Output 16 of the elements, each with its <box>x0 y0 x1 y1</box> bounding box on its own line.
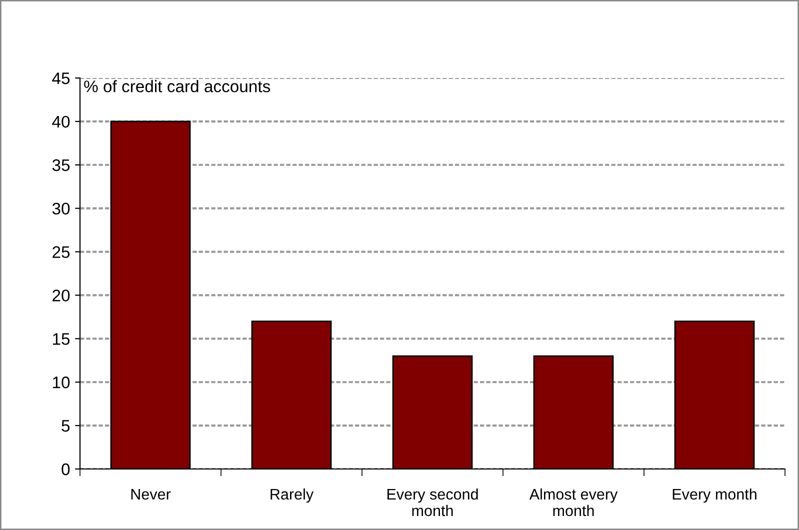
y-axis-title: % of credit card accounts <box>84 80 270 92</box>
x-tick-label: Rarely <box>270 488 314 503</box>
y-tick-label: 15 <box>53 333 70 345</box>
y-tick-label: 0 <box>62 463 70 476</box>
y-tick-label: 25 <box>52 246 70 258</box>
y-tick-label: 45 <box>52 72 70 84</box>
y-tick-label: 35 <box>52 159 70 172</box>
x-tick-label: Every second month <box>387 488 478 516</box>
x-tick-label: Every month <box>672 488 756 503</box>
y-tick-label: 20 <box>52 290 70 302</box>
y-tick-label: 10 <box>53 376 70 388</box>
x-tick-label: Never <box>131 489 171 500</box>
y-tick-label: 40 <box>52 116 70 128</box>
y-tick-label: 5 <box>62 420 70 432</box>
y-tick-label: 30 <box>52 202 70 215</box>
x-tick-label: Almost every month <box>529 488 618 516</box>
